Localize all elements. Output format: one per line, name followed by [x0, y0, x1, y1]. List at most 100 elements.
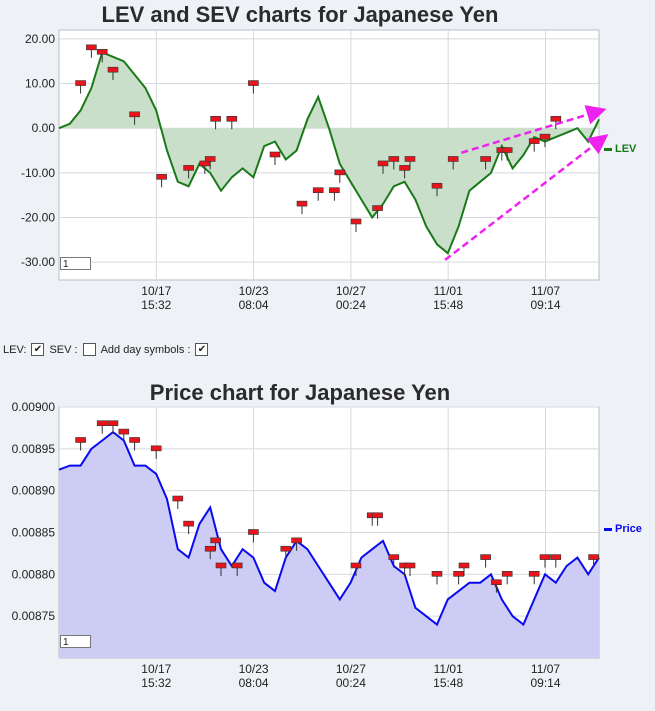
price-marker — [96, 420, 108, 427]
price-marker — [372, 512, 383, 519]
lev-series-area — [59, 52, 599, 254]
price-x-tick-time: 08:04 — [239, 676, 269, 690]
lev-x-tick-date: 11/01 — [434, 284, 463, 298]
lev-marker — [269, 151, 281, 158]
price-x-tick-time: 15:48 — [433, 676, 463, 690]
price-legend-swatch — [604, 527, 612, 531]
lev-y-tick-label: 0.00 — [32, 121, 56, 135]
day-symbols-checkbox[interactable]: ✔ — [195, 343, 209, 356]
lev-marker — [226, 115, 238, 122]
lev-marker — [156, 174, 167, 180]
price-x-tick-time: 09:14 — [530, 676, 560, 690]
price-marker — [453, 571, 464, 577]
price-marker — [215, 562, 227, 569]
price-marker — [172, 495, 184, 502]
lev-legend-swatch — [604, 147, 612, 151]
price-marker — [458, 562, 470, 569]
price-x-tick-time: 00:24 — [336, 676, 366, 690]
lev-x-tick-date: 11/07 — [531, 284, 560, 298]
lev-marker — [388, 156, 400, 162]
lev-marker — [372, 205, 383, 211]
price-marker — [404, 562, 416, 569]
price-y-tick-label: 0.00875 — [12, 609, 56, 623]
price-chart-title: Price chart for Japanese Yen — [149, 380, 451, 405]
price-x-tick-date: 10/17 — [141, 662, 171, 676]
price-marker — [291, 537, 302, 544]
price-marker — [210, 537, 221, 544]
lev-zoom-input[interactable]: 1 — [60, 257, 91, 270]
price-marker — [150, 445, 162, 452]
lev-marker — [204, 156, 216, 162]
sev-checkbox-label: SEV : — [49, 343, 78, 356]
price-series-area — [59, 432, 599, 658]
lev-x-tick-time: 08:04 — [239, 298, 269, 312]
price-legend[interactable]: Price — [604, 523, 642, 535]
lev-marker — [296, 200, 308, 207]
price-marker — [431, 571, 443, 577]
price-marker — [280, 545, 292, 552]
lev-y-tick-label: -30.00 — [21, 255, 55, 269]
price-marker — [107, 420, 119, 427]
lev-x-tick-time: 00:24 — [336, 298, 366, 312]
price-legend-label: Price — [615, 523, 642, 535]
lev-checkbox[interactable]: ✔ — [31, 343, 45, 356]
lev-marker — [86, 44, 97, 51]
price-y-tick-label: 0.00885 — [12, 526, 56, 540]
price-marker — [350, 562, 362, 569]
lev-marker — [107, 66, 119, 73]
price-x-tick-time: 15:32 — [141, 676, 171, 690]
price-marker — [388, 554, 400, 560]
lev-marker — [480, 156, 491, 162]
price-marker — [491, 579, 502, 586]
price-y-tick-label: 0.00890 — [12, 484, 56, 498]
price-x-tick-date: 10/27 — [336, 662, 366, 676]
price-marker — [118, 428, 130, 435]
price-marker — [480, 554, 491, 560]
price-zoom-input[interactable]: 1 — [60, 635, 91, 648]
lev-x-tick-date: 10/23 — [239, 284, 269, 298]
lev-x-tick-date: 10/27 — [336, 284, 366, 298]
price-marker — [248, 529, 259, 535]
price-marker — [231, 562, 243, 569]
lev-chart: 20.0010.000.00-10.00-20.00-30.0010/1715:… — [21, 29, 609, 312]
price-series-line — [58, 430, 600, 627]
lev-y-tick-label: 20.00 — [25, 32, 55, 46]
lev-marker — [329, 187, 340, 194]
sev-checkbox[interactable] — [82, 343, 96, 356]
lev-marker — [447, 156, 459, 162]
price-marker — [550, 554, 562, 560]
price-marker — [183, 520, 194, 527]
upper-trend-arrow — [460, 105, 607, 154]
lev-x-tick-time: 15:32 — [141, 298, 171, 312]
price-x-tick-date: 10/23 — [239, 662, 269, 676]
lev-x-tick-date: 10/17 — [141, 284, 171, 298]
lev-legend[interactable]: LEV — [604, 143, 636, 155]
lev-checkbox-label: LEV: — [3, 343, 27, 356]
price-y-tick-label: 0.00880 — [12, 567, 56, 581]
price-x-tick-date: 11/07 — [531, 662, 560, 676]
lev-marker — [350, 218, 362, 225]
price-marker — [539, 554, 551, 560]
lev-y-tick-label: 10.00 — [25, 77, 55, 91]
lev-legend-label: LEV — [615, 143, 637, 155]
lev-marker — [183, 165, 194, 171]
lev-marker — [550, 115, 562, 122]
lev-marker — [312, 187, 324, 194]
lev-marker — [539, 133, 551, 140]
lev-y-tick-label: -10.00 — [21, 166, 55, 180]
lev-marker — [528, 138, 540, 144]
lev-marker — [96, 49, 108, 55]
lev-marker — [334, 169, 346, 176]
lev-marker — [75, 80, 86, 86]
lev-marker — [404, 156, 416, 162]
price-y-tick-label: 0.00895 — [12, 442, 56, 456]
price-marker — [501, 571, 513, 577]
lev-marker — [248, 80, 259, 86]
lev-marker — [377, 160, 389, 167]
price-marker — [528, 571, 540, 577]
lev-marker — [210, 115, 221, 122]
lev-marker — [431, 182, 443, 189]
chart-controls: LEV: ✔ SEV : Add day symbols : ✔ — [3, 343, 211, 356]
lev-marker — [501, 147, 513, 153]
